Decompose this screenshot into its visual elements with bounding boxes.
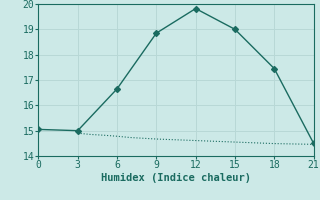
X-axis label: Humidex (Indice chaleur): Humidex (Indice chaleur)	[101, 173, 251, 183]
